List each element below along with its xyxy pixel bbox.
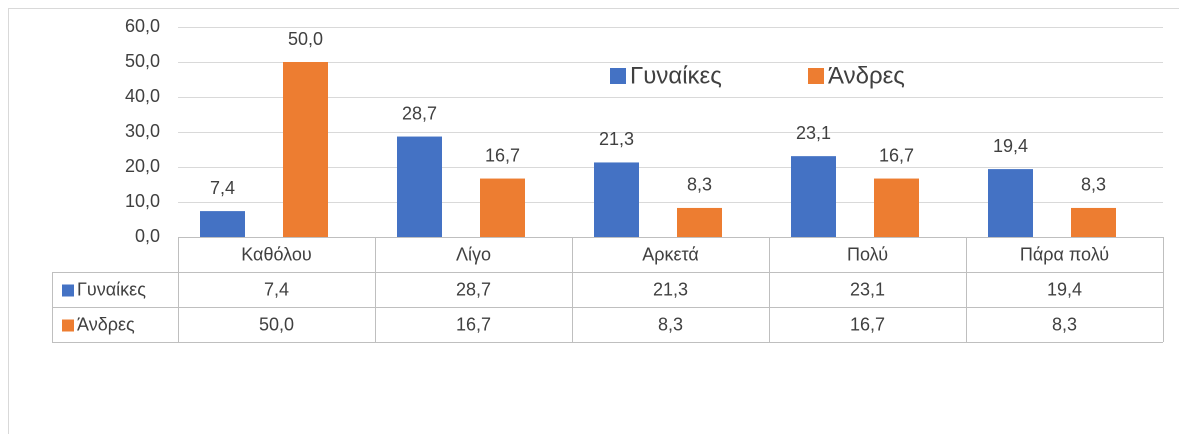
bar — [283, 62, 328, 237]
table-cell: 8,3 — [1052, 314, 1077, 334]
table-row-label: Άνδρες — [77, 314, 135, 334]
table-cell: 16,7 — [850, 314, 885, 334]
bar — [677, 207, 722, 237]
bar — [1071, 207, 1116, 237]
table-cell: 19,4 — [1047, 279, 1082, 299]
legend-swatch — [610, 68, 626, 84]
data-label: 7,4 — [210, 178, 235, 198]
bar — [200, 211, 245, 237]
table-row-label: Γυναίκες — [77, 279, 146, 299]
table-cell: 8,3 — [658, 314, 683, 334]
table-cell: 7,4 — [264, 279, 289, 299]
chart-frame — [8, 8, 1179, 434]
y-tick-label: 60,0 — [125, 16, 160, 36]
table-cell: 28,7 — [456, 279, 491, 299]
legend-label: Άνδρες — [828, 62, 905, 89]
legend-label: Γυναίκες — [630, 62, 722, 89]
y-tick-label: 10,0 — [125, 191, 160, 211]
x-tick-label: Λίγο — [456, 244, 491, 264]
table-cell: 23,1 — [850, 279, 885, 299]
data-label: 50,0 — [288, 29, 323, 49]
data-label: 19,4 — [993, 136, 1028, 156]
x-tick-label: Καθόλου — [241, 244, 311, 264]
bar — [594, 162, 639, 237]
bar — [480, 178, 525, 237]
bar — [874, 178, 919, 237]
y-tick-label: 0,0 — [135, 226, 160, 246]
data-label: 16,7 — [879, 145, 914, 165]
table-legend-swatch — [62, 284, 74, 297]
table-cell: 50,0 — [259, 314, 294, 334]
y-tick-label: 30,0 — [125, 121, 160, 141]
data-label: 8,3 — [687, 175, 712, 195]
data-label: 23,1 — [796, 123, 831, 143]
y-tick-label: 40,0 — [125, 86, 160, 106]
data-label: 8,3 — [1081, 175, 1106, 195]
x-tick-label: Αρκετά — [642, 244, 699, 264]
x-tick-label: Πολύ — [847, 244, 888, 264]
bar — [988, 169, 1033, 237]
table-legend-swatch — [62, 319, 74, 332]
legend-swatch — [808, 68, 824, 84]
y-tick-label: 20,0 — [125, 156, 160, 176]
table-cell: 21,3 — [653, 279, 688, 299]
data-label: 16,7 — [485, 145, 520, 165]
data-label: 28,7 — [402, 103, 437, 123]
bar — [791, 156, 836, 237]
data-label: 21,3 — [599, 129, 634, 149]
x-tick-label: Πάρα πολύ — [1020, 244, 1109, 264]
table-cell: 16,7 — [456, 314, 491, 334]
bar — [397, 136, 442, 237]
y-tick-label: 50,0 — [125, 51, 160, 71]
